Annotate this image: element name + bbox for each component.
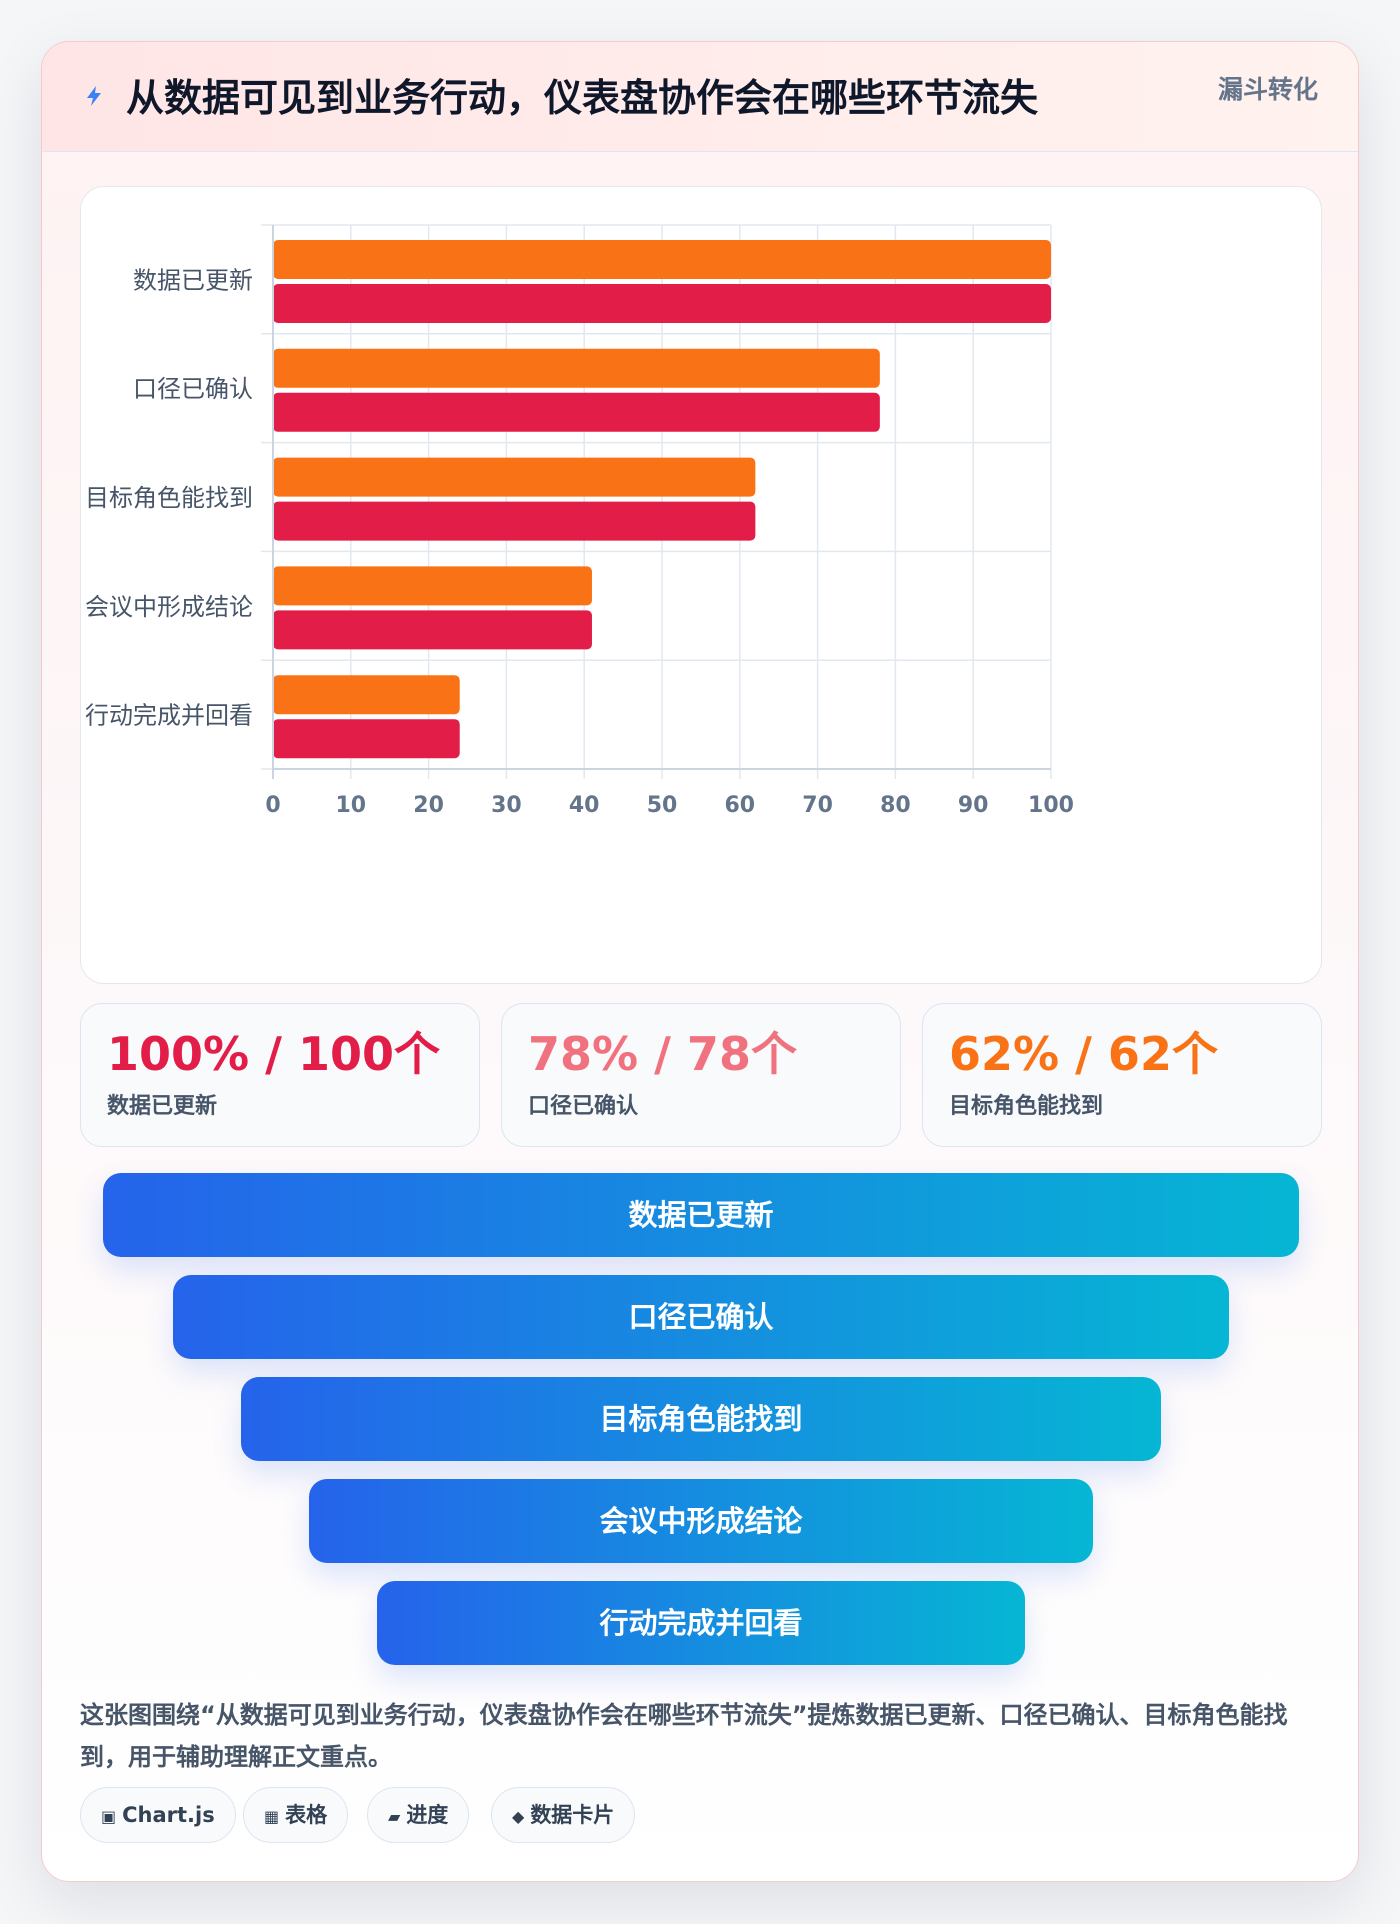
bar <box>273 675 460 715</box>
stat-card: 62% / 62个 目标角色能找到 <box>922 1003 1322 1147</box>
bar <box>273 284 1051 323</box>
x-tick-label: 100 <box>1028 793 1074 818</box>
tag-label: 进度 <box>406 1803 449 1827</box>
x-tick-label: 0 <box>265 793 280 818</box>
bar <box>273 348 880 388</box>
x-tick-label: 60 <box>724 793 755 818</box>
lightning-icon <box>87 86 101 106</box>
x-tick-label: 50 <box>647 793 678 818</box>
stat-value: 78% / 78个 <box>528 1027 797 1081</box>
bar-chart-panel: 数据已更新口径已确认目标角色能找到 会议中形成结论 行动完成并回看 0 10 20 30 40… <box>80 186 1322 984</box>
stat-value: 62% / 62个 <box>949 1027 1218 1081</box>
y-tick-label: 会议中形成结论 <box>85 593 253 621</box>
bar <box>273 240 1051 279</box>
y-tick-label: 目标角色能找到 <box>85 484 253 512</box>
progress-icon: ▰ <box>388 1807 401 1826</box>
chart-card: 从数据可见到业务行动，仪表盘协作会在哪些环节流失 漏斗转化 数据已更新 口径已确认… <box>41 41 1359 1882</box>
chartjs-icon: ▣ <box>101 1807 117 1826</box>
stat-cards: 100% / 100个 数据已更新 78% / 78个 口径已确认 62% / … <box>80 1003 1322 1147</box>
bar <box>273 501 756 541</box>
funnel-stage: 行动完成并回看 <box>377 1581 1025 1665</box>
bar <box>273 457 756 497</box>
x-tick-label: 80 <box>880 793 911 818</box>
bar <box>273 566 592 606</box>
chart-type-badge: 漏斗转化 <box>1217 75 1318 104</box>
chart-description: 这张图围绕“从数据可见到业务行动，仪表盘协作会在哪些环节流失”提炼数据已更新、口… <box>80 1701 1288 1771</box>
funnel-stage: 数据已更新 <box>103 1173 1299 1257</box>
x-tick-label: 90 <box>958 793 989 818</box>
stat-card: 100% / 100个 数据已更新 <box>80 1003 480 1147</box>
x-tick-label: 70 <box>802 793 833 818</box>
table-icon: ▦ <box>264 1807 280 1826</box>
tag-progress[interactable]: ▰ 进度 <box>367 1787 470 1843</box>
card-header: 从数据可见到业务行动，仪表盘协作会在哪些环节流失 漏斗转化 <box>42 42 1358 152</box>
stat-label: 目标角色能找到 <box>949 1094 1104 1119</box>
tag-label: 数据卡片 <box>530 1803 615 1827</box>
stat-label: 口径已确认 <box>528 1094 639 1119</box>
tag-label: 表格 <box>285 1803 328 1827</box>
x-tick-label: 10 <box>335 793 366 818</box>
tag-chartjs[interactable]: ▣ Chart.js <box>80 1787 236 1843</box>
funnel-stage: 会议中形成结论 <box>309 1479 1093 1563</box>
stat-card: 78% / 78个 口径已确认 <box>501 1003 901 1147</box>
page-title: 从数据可见到业务行动，仪表盘协作会在哪些环节流失 <box>126 76 1039 120</box>
funnel-stage: 口径已确认 <box>173 1275 1229 1359</box>
funnel-stage: 目标角色能找到 <box>241 1377 1161 1461</box>
bar <box>273 610 592 650</box>
tag-table[interactable]: ▦ 表格 <box>243 1787 349 1843</box>
stat-label: 数据已更新 <box>107 1094 218 1119</box>
x-tick-label: 40 <box>569 793 600 818</box>
tag-data-card[interactable]: ◆ 数据卡片 <box>491 1787 636 1843</box>
tag-label: Chart.js <box>122 1803 215 1827</box>
x-tick-label: 20 <box>413 793 444 818</box>
x-tick-label: 30 <box>491 793 522 818</box>
bar <box>273 719 460 759</box>
bar <box>273 392 880 432</box>
data-card-icon: ◆ <box>512 1807 525 1826</box>
y-tick-label: 数据已更新 <box>133 266 253 294</box>
y-tick-label: 口径已确认 <box>133 375 253 403</box>
y-tick-label: 行动完成并回看 <box>85 702 253 730</box>
stat-value: 100% / 100个 <box>107 1027 440 1081</box>
